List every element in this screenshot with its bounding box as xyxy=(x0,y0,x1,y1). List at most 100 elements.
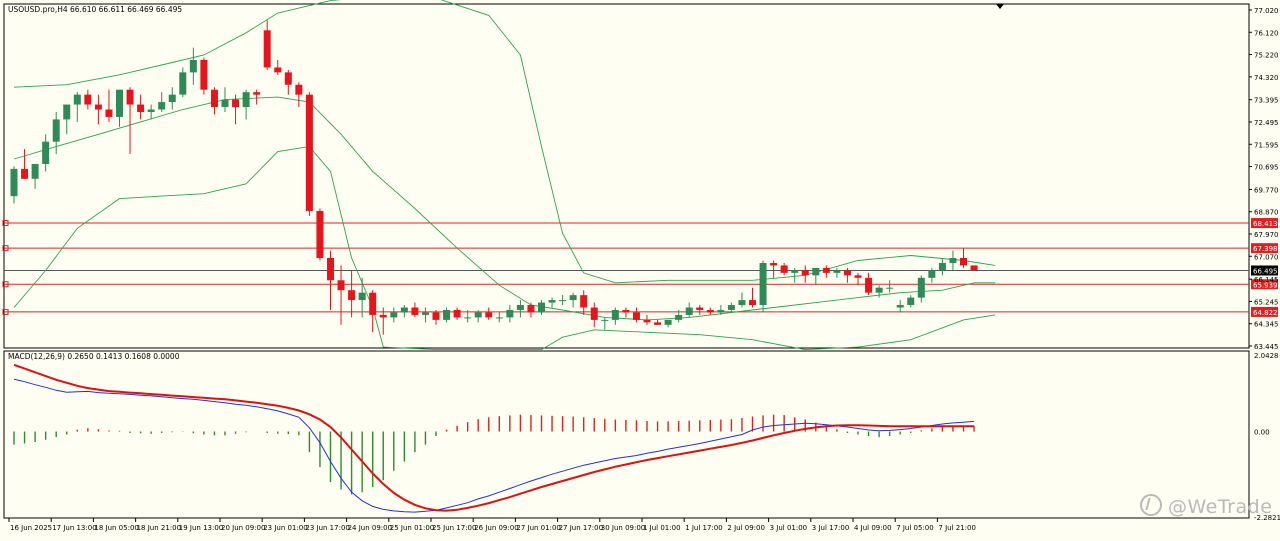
candle-bull xyxy=(400,307,408,313)
time-tick-label: 7 Jul 05:00 xyxy=(896,524,934,532)
candle-bear xyxy=(284,72,292,85)
candle-bear xyxy=(337,280,345,291)
candle-bull xyxy=(601,319,609,321)
time-tick-label: 25 Jun 17:00 xyxy=(432,524,476,532)
time-tick-label: 25 Jun 01:00 xyxy=(390,524,434,532)
time-tick-label: 16 Jun 2025 xyxy=(10,524,52,532)
candle-bull xyxy=(938,262,946,271)
candle-bear xyxy=(379,314,387,318)
symbol-header: USOUSD.pro,H4 66.610 66.611 66.469 66.49… xyxy=(8,5,182,14)
candle-bull xyxy=(506,309,514,318)
price-level-handle xyxy=(2,245,9,252)
candle-bull xyxy=(896,305,904,308)
candle-bull xyxy=(147,109,155,112)
time-tick-label: 18 Jun 05:00 xyxy=(94,524,138,532)
candle-bear xyxy=(527,305,535,313)
candle-bull xyxy=(52,119,60,142)
candle-bull xyxy=(538,302,545,313)
candle-bull xyxy=(759,262,767,306)
candle-bear xyxy=(780,265,788,273)
candle-bull xyxy=(358,292,366,301)
price-level-label-box xyxy=(1251,218,1278,229)
candle-bull xyxy=(63,104,71,120)
macd-tick-label: 0.00 xyxy=(1254,429,1270,437)
candlesticks xyxy=(10,20,978,335)
candle-bull xyxy=(812,267,820,276)
price-level-label: 68.413 xyxy=(1253,220,1278,228)
candle-bear xyxy=(622,309,630,313)
time-tick-label: 4 Jul 09:00 xyxy=(854,524,892,532)
candle-bear xyxy=(770,262,778,266)
price-level-label: 64.822 xyxy=(1253,309,1278,317)
candle-bull xyxy=(791,270,799,273)
candle-bull xyxy=(833,270,841,273)
bollinger-middle-line xyxy=(13,96,996,321)
price-tick-label: 75.220 xyxy=(1254,52,1279,60)
candle-bull xyxy=(907,297,915,306)
bollinger-lower-line xyxy=(13,146,996,351)
price-level-handle xyxy=(2,220,9,227)
candle-bear xyxy=(305,94,313,211)
candle-bear xyxy=(105,109,113,117)
macd-main-line xyxy=(13,378,975,513)
candle-bear xyxy=(854,275,862,278)
candle-bull xyxy=(611,309,619,320)
candle-bear xyxy=(327,258,334,281)
price-level-label-box xyxy=(1251,243,1278,254)
candle-bear xyxy=(960,258,967,266)
time-tick-label: 23 Jun 01:00 xyxy=(263,524,307,532)
candle-bull xyxy=(516,305,524,310)
candle-bull xyxy=(158,102,166,110)
candle-bull xyxy=(495,317,503,319)
candle-bear xyxy=(632,312,640,320)
time-tick-label: 3 Jul 17:00 xyxy=(812,524,850,532)
chart-shift-marker-icon[interactable] xyxy=(996,4,1004,9)
candle-bull xyxy=(717,309,725,313)
macd-tick-label: -2.2821 xyxy=(1254,514,1280,522)
price-level-label: 65.939 xyxy=(1253,281,1278,289)
candle-bear xyxy=(274,67,282,73)
candle-bull xyxy=(421,312,429,315)
candle-bull xyxy=(221,99,229,108)
candle-bull xyxy=(917,277,925,298)
price-tick-label: 77.020 xyxy=(1254,7,1279,15)
candle-bear xyxy=(706,309,714,313)
price-tick-label: 73.395 xyxy=(1254,97,1279,105)
candle-bull xyxy=(664,319,672,325)
time-tick-label: 19 Jun 13:00 xyxy=(179,524,223,532)
candle-bull xyxy=(116,89,123,117)
candle-bull xyxy=(189,59,197,73)
candle-bull xyxy=(886,287,894,289)
price-tick-label: 68.870 xyxy=(1254,209,1279,217)
candle-bull xyxy=(242,92,250,108)
candle-bear xyxy=(643,319,651,323)
candle-bear xyxy=(137,104,145,112)
candle-bear xyxy=(84,94,92,105)
candle-bear xyxy=(21,168,29,179)
price-levels: 68.413 67.398 65.939 64.822 66.495 xyxy=(2,218,1278,317)
macd-indicator xyxy=(13,363,975,513)
candle-bear xyxy=(654,322,662,325)
wetrade-logo-icon xyxy=(1140,494,1162,516)
candle-bear xyxy=(200,59,208,90)
time-tick-label: 17 Jun 13:00 xyxy=(52,524,96,532)
price-tick-label: 63.445 xyxy=(1254,343,1279,351)
price-tick-label: 66.145 xyxy=(1254,276,1279,284)
candle-bear xyxy=(453,309,461,318)
time-tick-label: 27 Jun 17:00 xyxy=(559,524,603,532)
candle-bear xyxy=(801,270,809,276)
candle-bull xyxy=(42,141,50,164)
price-level-handle xyxy=(2,281,9,288)
candle-bear xyxy=(348,290,356,301)
time-tick-label: 1 Jul 17:00 xyxy=(685,524,723,532)
candle-bull xyxy=(168,94,176,103)
watermark-text: @WeTrade xyxy=(1168,496,1273,518)
time-tick-label: 23 Jun 17:00 xyxy=(305,524,349,532)
candle-bull xyxy=(559,300,567,302)
time-tick-label: 7 Jul 21:00 xyxy=(938,524,976,532)
macd-header: MACD(12,26,9) 0.2650 0.1413 0.1608 0.000… xyxy=(8,352,180,361)
candle-bull xyxy=(443,309,451,320)
macd-tick-label: 2.0428 xyxy=(1254,352,1279,360)
